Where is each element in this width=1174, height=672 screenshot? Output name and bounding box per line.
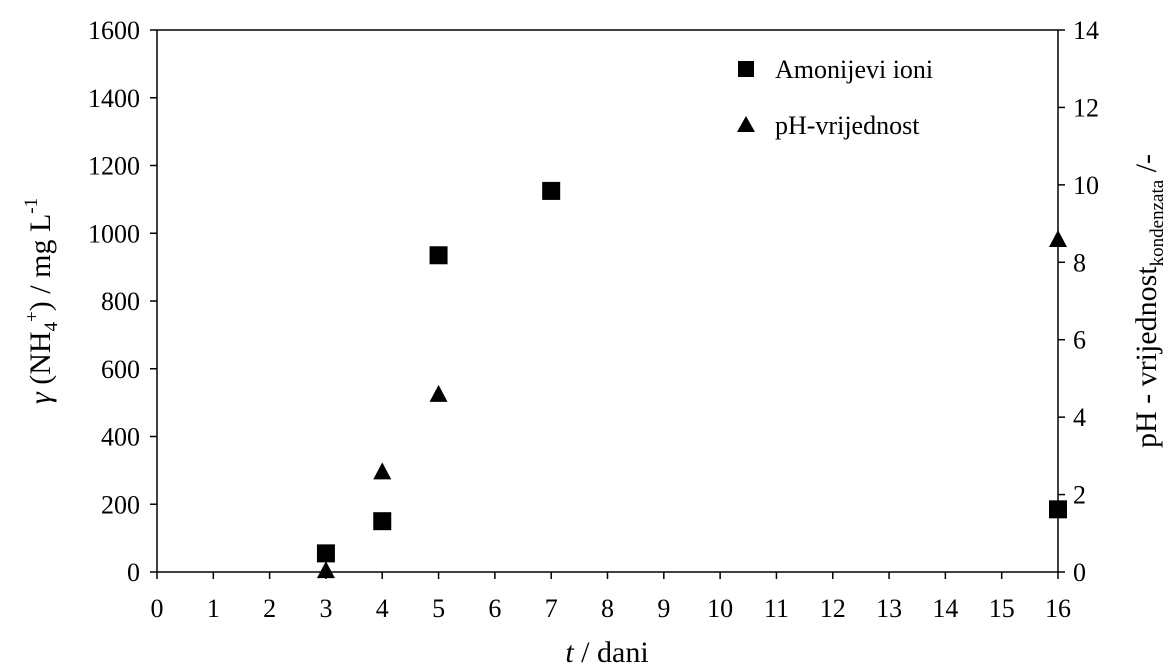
x-tick-label: 2 [263, 594, 276, 623]
ph-data-point [316, 561, 335, 579]
x-tick-label: 13 [876, 594, 902, 623]
left-y-tick-label: 200 [101, 490, 140, 519]
left-y-tick-label: 600 [101, 355, 140, 384]
left-y-axis-label: γ (NH4+) / mg L-1 [21, 198, 62, 404]
ammonium-data-point [316, 544, 335, 563]
x-tick-label: 15 [989, 594, 1015, 623]
legend-marker-square [738, 61, 754, 77]
x-tick-label: 0 [151, 594, 164, 623]
ammonium-data-point [373, 512, 392, 531]
x-tick-label: 1 [207, 594, 220, 623]
x-tick-label: 5 [432, 594, 445, 623]
legend: Amonijevi ioni pH-vrijednost [737, 55, 933, 140]
x-tick-label: 3 [319, 594, 332, 623]
x-axis-ticks: 0 1 2 3 4 5 6 7 8 9 10 11 12 13 14 15 16 [151, 572, 1071, 623]
legend-marker-triangle [737, 116, 755, 132]
right-y-axis-label: pH - vrijednostkondenzata /- [1130, 154, 1168, 448]
left-y-tick-label: 1200 [88, 152, 140, 181]
x-tick-label: 10 [707, 594, 733, 623]
x-tick-label: 4 [376, 594, 389, 623]
right-y-tick-label: 14 [1073, 16, 1099, 45]
left-y-tick-label: 1600 [88, 16, 140, 45]
x-tick-label: 8 [601, 594, 614, 623]
x-tick-label: 12 [820, 594, 846, 623]
ph-data-point [373, 462, 392, 480]
left-y-axis-ticks: 0 200 400 600 800 1000 1200 1400 1600 [88, 16, 157, 587]
right-y-tick-label: 4 [1073, 403, 1086, 432]
legend-label-ph-vrijednost: pH-vrijednost [775, 111, 920, 140]
data-markers [316, 181, 1067, 579]
right-y-axis-ticks: 0 2 4 6 8 10 12 14 [1058, 16, 1099, 587]
x-tick-label: 7 [545, 594, 558, 623]
right-y-tick-label: 12 [1073, 93, 1099, 122]
ammonium-data-point [542, 181, 561, 200]
x-axis-label: t / dani [565, 636, 648, 669]
ammonium-data-point [429, 246, 448, 265]
x-tick-label: 14 [932, 594, 958, 623]
left-y-tick-label: 400 [101, 423, 140, 452]
left-y-tick-label: 0 [127, 558, 140, 587]
right-y-tick-label: 10 [1073, 171, 1099, 200]
right-y-tick-label: 2 [1073, 481, 1086, 510]
x-tick-label: 9 [657, 594, 670, 623]
x-tick-label: 11 [764, 594, 789, 623]
left-y-tick-label: 800 [101, 287, 140, 316]
right-y-tick-label: 6 [1073, 326, 1086, 355]
x-tick-label: 16 [1045, 594, 1071, 623]
legend-label-amonijevi-ioni: Amonijevi ioni [775, 55, 933, 84]
left-y-tick-label: 1400 [88, 84, 140, 113]
right-y-tick-label: 0 [1073, 558, 1086, 587]
ph-data-point [429, 384, 448, 402]
plot-frame [156, 29, 1059, 573]
right-y-tick-label: 8 [1073, 248, 1086, 277]
x-tick-label: 6 [488, 594, 501, 623]
ph-data-point [1049, 230, 1067, 248]
ammonium-data-point [1049, 500, 1067, 519]
left-y-tick-label: 1000 [88, 219, 140, 248]
